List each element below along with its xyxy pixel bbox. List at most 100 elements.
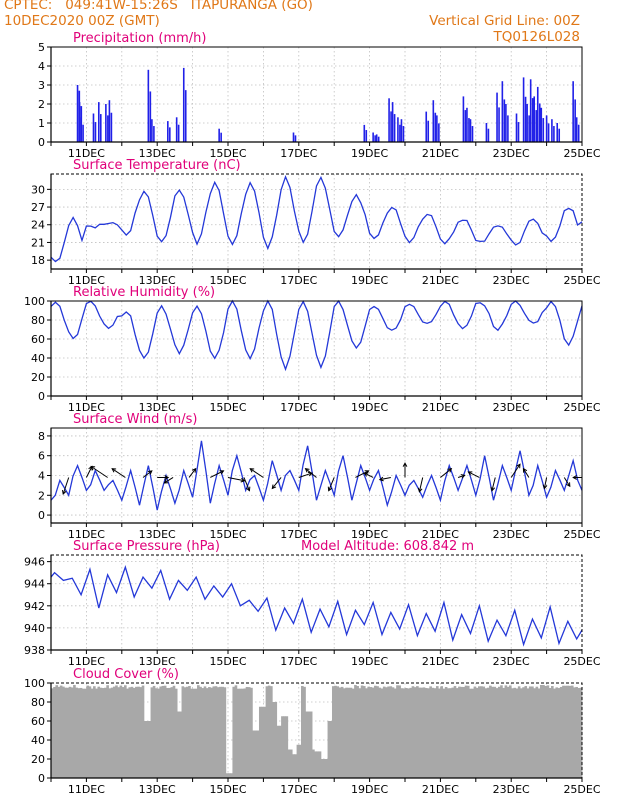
cloud-bar: [575, 686, 578, 778]
cloud-bar: [409, 687, 413, 778]
wind-arrow-head: [307, 471, 313, 477]
precip-bar: [575, 117, 578, 142]
x-tick-label: 21DEC: [422, 655, 459, 668]
wind-arrow: [111, 468, 126, 478]
wind-arrow-head: [163, 479, 169, 484]
cloud-bar: [55, 685, 59, 778]
wind-arrow-head: [363, 472, 369, 477]
cloud-bar: [307, 711, 311, 778]
cloud-bar: [515, 688, 519, 778]
cloud-bar: [115, 685, 118, 778]
precip-bar: [292, 132, 295, 142]
cloud-bar: [343, 688, 346, 778]
cloud-bar: [398, 685, 401, 778]
cloud-bar: [314, 751, 317, 778]
cloud-bar: [101, 688, 105, 778]
cloud-bar: [334, 685, 337, 778]
precip-bar: [80, 117, 82, 142]
precip-bar: [528, 115, 530, 142]
cloud-bar: [51, 688, 54, 778]
cloud-bar: [203, 686, 207, 778]
y-tick-label: 4: [38, 60, 45, 73]
precip-bar: [436, 115, 438, 142]
cloud-bar: [241, 688, 244, 778]
x-tick-label: 11DEC: [68, 528, 105, 541]
cloud-bar: [449, 688, 452, 778]
y-tick-label: 40: [31, 352, 45, 365]
wind-arrow: [243, 477, 250, 491]
cloud-bar: [265, 686, 269, 778]
precip-bar: [462, 96, 465, 142]
cloud-bar: [166, 688, 169, 778]
wind-arrow: [364, 472, 374, 478]
cloud-bar: [327, 721, 331, 778]
x-tick-label: 19DEC: [351, 528, 388, 541]
x-tick-label: 11DEC: [68, 147, 105, 160]
cloud-bar: [258, 706, 262, 778]
wind-arrow: [418, 477, 424, 492]
x-tick-label: 21DEC: [422, 147, 459, 160]
cloud-bar: [194, 688, 198, 778]
cloud-bar: [263, 706, 267, 778]
panel-2: 18 21 24 27 30 11DEC 13DEC 15DEC 17DEC 19DEC 21DEC…: [31, 158, 601, 287]
wind-arrow-head: [402, 462, 408, 467]
cloud-bar: [517, 686, 521, 778]
y-tick-label: 18: [31, 254, 45, 267]
cloud-bar: [360, 685, 364, 778]
cloud-bar: [212, 686, 216, 778]
cloud-bar: [163, 685, 167, 778]
cloud-bar: [159, 686, 163, 778]
wind-arrow-head: [467, 471, 473, 476]
cloud-bar: [254, 730, 258, 778]
header-grid-note: Vertical Grid Line: 00Z: [429, 13, 580, 29]
cloud-bar: [141, 685, 145, 778]
cloud-bar: [502, 687, 505, 778]
cloud-bar: [179, 711, 182, 778]
x-tick-label: 23DEC: [493, 401, 530, 414]
x-tick-label: 13DEC: [139, 783, 176, 796]
precip-bar: [400, 119, 403, 142]
cloud-bar: [504, 685, 508, 778]
cloud-bar: [460, 686, 463, 778]
y-tick-label: 6: [38, 450, 45, 463]
cloud-bar: [351, 688, 355, 778]
cloud-bar: [422, 687, 426, 778]
precip-bar: [427, 120, 430, 142]
cloud-bar: [197, 685, 200, 778]
cloud-bar: [318, 751, 322, 778]
wind-arrow-head: [304, 468, 310, 473]
precip-bar: [97, 102, 100, 142]
wind-arrow-head: [572, 475, 577, 480]
cloud-bar: [376, 686, 379, 778]
x-tick-label: 21DEC: [422, 783, 459, 796]
cloud-bar: [380, 688, 384, 778]
cloud-bar: [283, 716, 286, 778]
cloud-bar: [389, 686, 393, 778]
cloud-bar: [369, 687, 373, 778]
precip-bar: [526, 104, 528, 142]
y-tick-label: 60: [31, 715, 45, 728]
precip-bar: [545, 115, 548, 142]
cloud-bar: [358, 688, 362, 778]
x-tick-label: 25DEC: [563, 783, 600, 796]
x-tick-label: 13DEC: [139, 528, 176, 541]
wind-arrow: [522, 468, 530, 478]
cloud-bar: [539, 684, 543, 778]
wind-arrow: [468, 471, 480, 478]
y-tick-label: 30: [31, 183, 45, 196]
wind-arrow: [457, 474, 465, 478]
wind-arrow-head: [516, 463, 521, 469]
panel-title: Relative Humidity (%): [73, 285, 215, 300]
cloud-bar: [553, 688, 556, 778]
x-tick-label: 15DEC: [209, 147, 246, 160]
x-tick-label: 21DEC: [422, 528, 459, 541]
cloud-bar: [132, 687, 136, 778]
cloud-bar: [216, 687, 220, 778]
header-run-id: TQ0126L028: [493, 29, 580, 45]
cloud-bar: [53, 686, 56, 778]
y-tick-label: 938: [24, 644, 45, 657]
cloud-bar: [354, 685, 357, 778]
wind-arrow: [227, 476, 245, 482]
cloud-bar: [486, 687, 490, 778]
y-tick-label: 1: [38, 117, 45, 130]
